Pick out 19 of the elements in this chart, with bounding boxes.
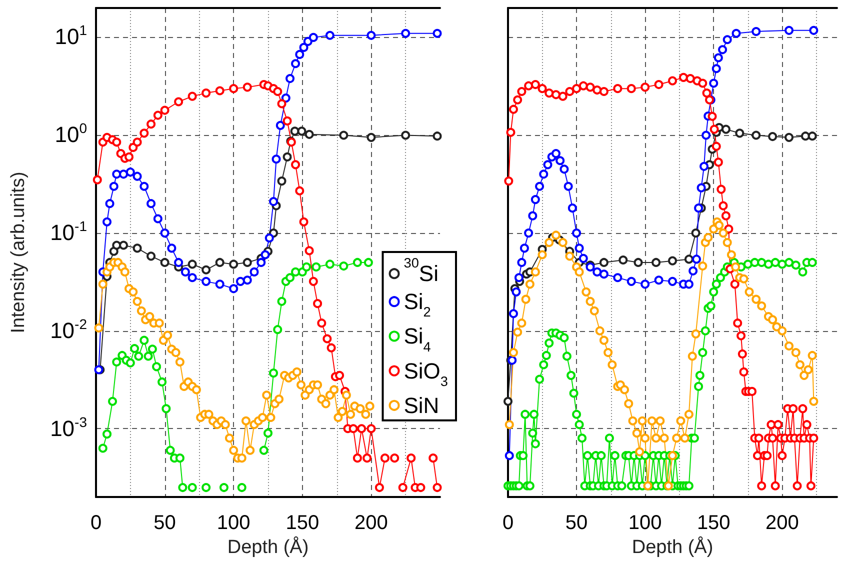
x-tick-label: 150: [286, 512, 320, 534]
x-tick-label: 50: [154, 512, 176, 534]
x-tick-label: 0: [90, 512, 102, 534]
x-tick-label: 0: [502, 512, 514, 534]
x-tick-label: 50: [565, 512, 588, 534]
x-tick-label: 200: [354, 512, 388, 534]
y-tick-label: 10$^{-1}$: [50, 218, 87, 248]
x-tick-label: 100: [628, 512, 662, 534]
legend-label: SiN: [404, 392, 440, 418]
x-axis-title: Depth (Å): [632, 536, 714, 558]
x-tick-label: 150: [696, 512, 730, 534]
y-tick-label: 10$^{1}$: [54, 22, 87, 52]
y-tick-label: 10$^{-3}$: [50, 414, 87, 443]
y-tick-label: 10$^{-2}$: [50, 316, 87, 345]
y-axis-title: Intensity (arb.units): [8, 172, 29, 334]
x-tick-label: 200: [765, 512, 799, 534]
x-tick-label: 100: [216, 512, 250, 534]
x-axis-title: Depth (Å): [227, 536, 309, 558]
y-tick-label: 10$^{0}$: [54, 120, 87, 150]
